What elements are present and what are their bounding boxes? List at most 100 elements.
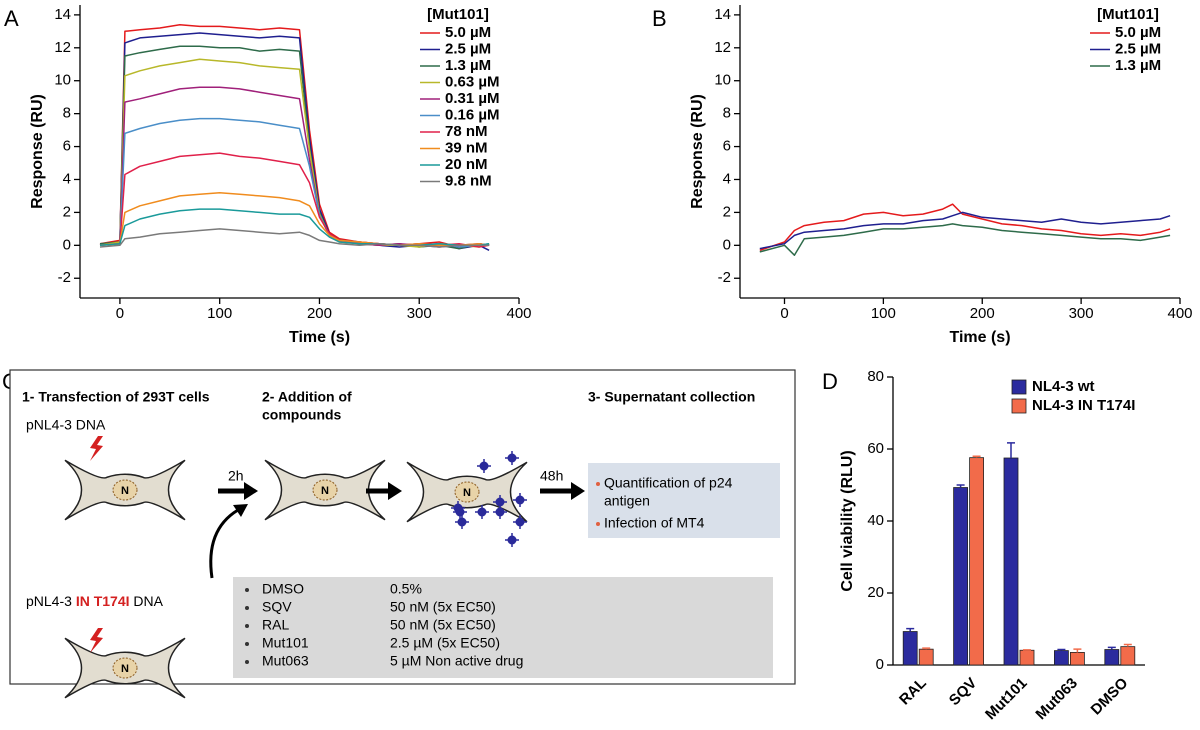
compound-name: Mut101	[262, 635, 309, 651]
bullet	[245, 642, 249, 646]
y-tick-label: 2	[723, 203, 731, 220]
bullet	[245, 660, 249, 664]
arrow-head	[388, 482, 402, 500]
compound-spikes	[513, 515, 527, 529]
arrow-head	[233, 504, 248, 517]
y-axis-label: Cell viability (RLU)	[839, 450, 856, 591]
chart: -2 0 2 4 6 8 10 12 14 Response (RU) 0 100 200 300 400 T…	[689, 5, 1193, 346]
y-tick-label: 4	[63, 170, 71, 187]
y-tick-label: 10	[714, 72, 731, 89]
step-title: 1- Transfection of 293T cells	[22, 389, 210, 405]
compound-spikes	[493, 495, 507, 509]
dna-label-part: pNL4-3	[26, 593, 76, 609]
legend-label: 39 nM	[445, 139, 488, 156]
error-bar	[906, 627, 915, 632]
x-axis-label: Time (s)	[289, 329, 350, 346]
legend-label: 9.8 nM	[445, 172, 492, 189]
compound-spikes	[475, 505, 489, 519]
compound-spikes	[453, 505, 467, 519]
bar	[918, 648, 934, 666]
y-tick-label: 6	[63, 138, 71, 155]
x-tick-label: 400	[1167, 305, 1192, 322]
legend-title: [Mut101]	[427, 6, 489, 23]
compound-spikes	[455, 515, 469, 529]
y-tick-label: 6	[723, 138, 731, 155]
x-tick-label: Mut063	[1032, 675, 1081, 724]
error-bar	[972, 455, 981, 458]
nucleus	[112, 657, 138, 679]
bar	[1104, 649, 1120, 666]
y-tick-label: 2	[63, 203, 71, 220]
x-tick-label: 300	[407, 305, 432, 322]
panel-label: B	[652, 6, 667, 31]
chart: -2 0 2 4 6 8 10 12 14 Response (RU) 0 100 200 300 400 T…	[29, 5, 532, 346]
y-tick-label: 0	[63, 236, 71, 253]
error-bar	[1123, 643, 1132, 647]
legend-label: NL4-3 IN T174I	[1032, 397, 1135, 414]
y-tick-label: 4	[723, 170, 731, 187]
y-axis-label: Response (RU)	[689, 94, 706, 209]
y-tick-label: 20	[867, 584, 884, 601]
compound-name: RAL	[262, 617, 289, 633]
compound-dose: 5 µM Non active drug	[390, 653, 523, 669]
curved-arrow	[209, 508, 239, 579]
panel-label: D	[822, 369, 838, 394]
dna-label-part: DNA	[130, 593, 164, 609]
compound-dose: 0.5%	[390, 581, 422, 597]
nucleus-label: N	[121, 663, 129, 675]
compound-dose: 2.5 µM (5x EC50)	[390, 635, 500, 651]
compound-spikes	[505, 533, 519, 547]
error-bar	[1073, 648, 1082, 653]
x-tick-label: SQV	[946, 675, 980, 709]
y-tick-label: 80	[867, 368, 884, 385]
y-tick-label: 0	[723, 236, 731, 253]
y-tick-label: -2	[718, 269, 731, 286]
nucleus-label: N	[121, 485, 129, 497]
y-tick-label: 8	[63, 105, 71, 122]
series-line	[99, 117, 490, 248]
chart: 0 20 40 60 80 Cell viability (RLU) RAL SQV Mut10…	[839, 368, 1145, 723]
legend-label: 0.63 µM	[445, 73, 500, 90]
step-title: 2- Addition of	[262, 389, 352, 405]
compound-spikes	[505, 451, 519, 465]
series-line	[759, 211, 1171, 250]
bullet	[596, 522, 600, 526]
bar	[1070, 652, 1085, 666]
y-tick-label: 14	[54, 6, 71, 23]
series-line	[99, 228, 490, 248]
error-bar	[1007, 442, 1015, 458]
series-line	[99, 86, 490, 248]
time-label: 48h	[540, 468, 563, 484]
y-tick-label: 10	[54, 72, 71, 89]
compound-dose: 50 nM (5x EC50)	[390, 599, 496, 615]
step-title: 3- Supernatant collection	[588, 389, 755, 405]
bar	[902, 631, 918, 666]
panel-label: A	[4, 6, 19, 31]
series-line	[99, 45, 490, 250]
bullet	[245, 624, 249, 628]
x-tick-label: 200	[307, 305, 332, 322]
legend-swatch	[1011, 379, 1027, 395]
x-tick-label: RAL	[896, 675, 930, 709]
legend-label: 5.0 µM	[1115, 24, 1161, 41]
bar	[1019, 649, 1035, 666]
x-axis-label: Time (s)	[949, 329, 1010, 346]
mutation-label: IN T174I	[76, 593, 130, 609]
bar	[969, 457, 984, 666]
series-line	[99, 191, 490, 247]
legend-label: 1.3 µM	[1115, 57, 1161, 74]
y-tick-label: -2	[58, 269, 71, 286]
nucleus	[112, 479, 138, 501]
series-line	[99, 58, 490, 248]
x-tick-label: DMSO	[1088, 674, 1132, 718]
legend-label: 2.5 µM	[1115, 40, 1161, 57]
nucleus-label: N	[463, 487, 471, 499]
y-tick-label: 8	[723, 105, 731, 122]
y-tick-label: 12	[714, 39, 731, 56]
legend-label: 0.16 µM	[445, 106, 500, 123]
arrow-head	[571, 482, 585, 500]
compound-box	[233, 577, 773, 678]
legend-label: NL4-3 wt	[1032, 378, 1095, 395]
y-axis-label: Response (RU)	[29, 94, 46, 209]
